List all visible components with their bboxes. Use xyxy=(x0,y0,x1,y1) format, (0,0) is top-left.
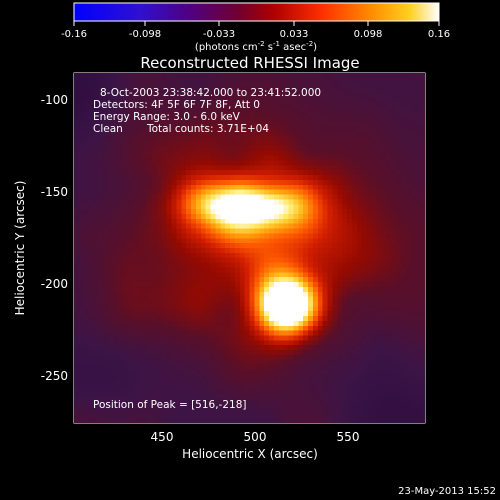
x-tick-label: 450 xyxy=(151,430,174,444)
colorbar-tick-label: 0.16 xyxy=(428,29,450,40)
y-tick-label: -150 xyxy=(41,185,68,199)
colorbar-units: (photons cm-2 s-1 asec-2) xyxy=(195,40,317,53)
y-tick-label: -200 xyxy=(41,277,68,291)
colorbar-tick-label: -0.16 xyxy=(61,29,87,40)
x-tick-label: 550 xyxy=(337,430,360,444)
rhessi-heatmap xyxy=(74,73,425,423)
x-tick-label: 500 xyxy=(244,430,267,444)
colorbar-tick-label: 0.098 xyxy=(354,29,383,40)
image-title: Reconstructed RHESSI Image xyxy=(140,54,359,72)
y-axis-label: Heliocentric Y (arcsec) xyxy=(13,181,27,316)
colorbar-ticks xyxy=(73,21,440,26)
y-tick-label: -250 xyxy=(41,369,68,383)
colorbar-tick-label: -0.033 xyxy=(203,29,235,40)
colorbar xyxy=(73,2,440,22)
colorbar-tick-label: 0.033 xyxy=(280,29,309,40)
x-axis-label: Heliocentric X (arcsec) xyxy=(182,447,318,461)
footer-timestamp: 23-May-2013 15:52 xyxy=(398,486,496,497)
colorbar-tick-label: -0.098 xyxy=(129,29,161,40)
y-tick-label: -100 xyxy=(41,93,68,107)
